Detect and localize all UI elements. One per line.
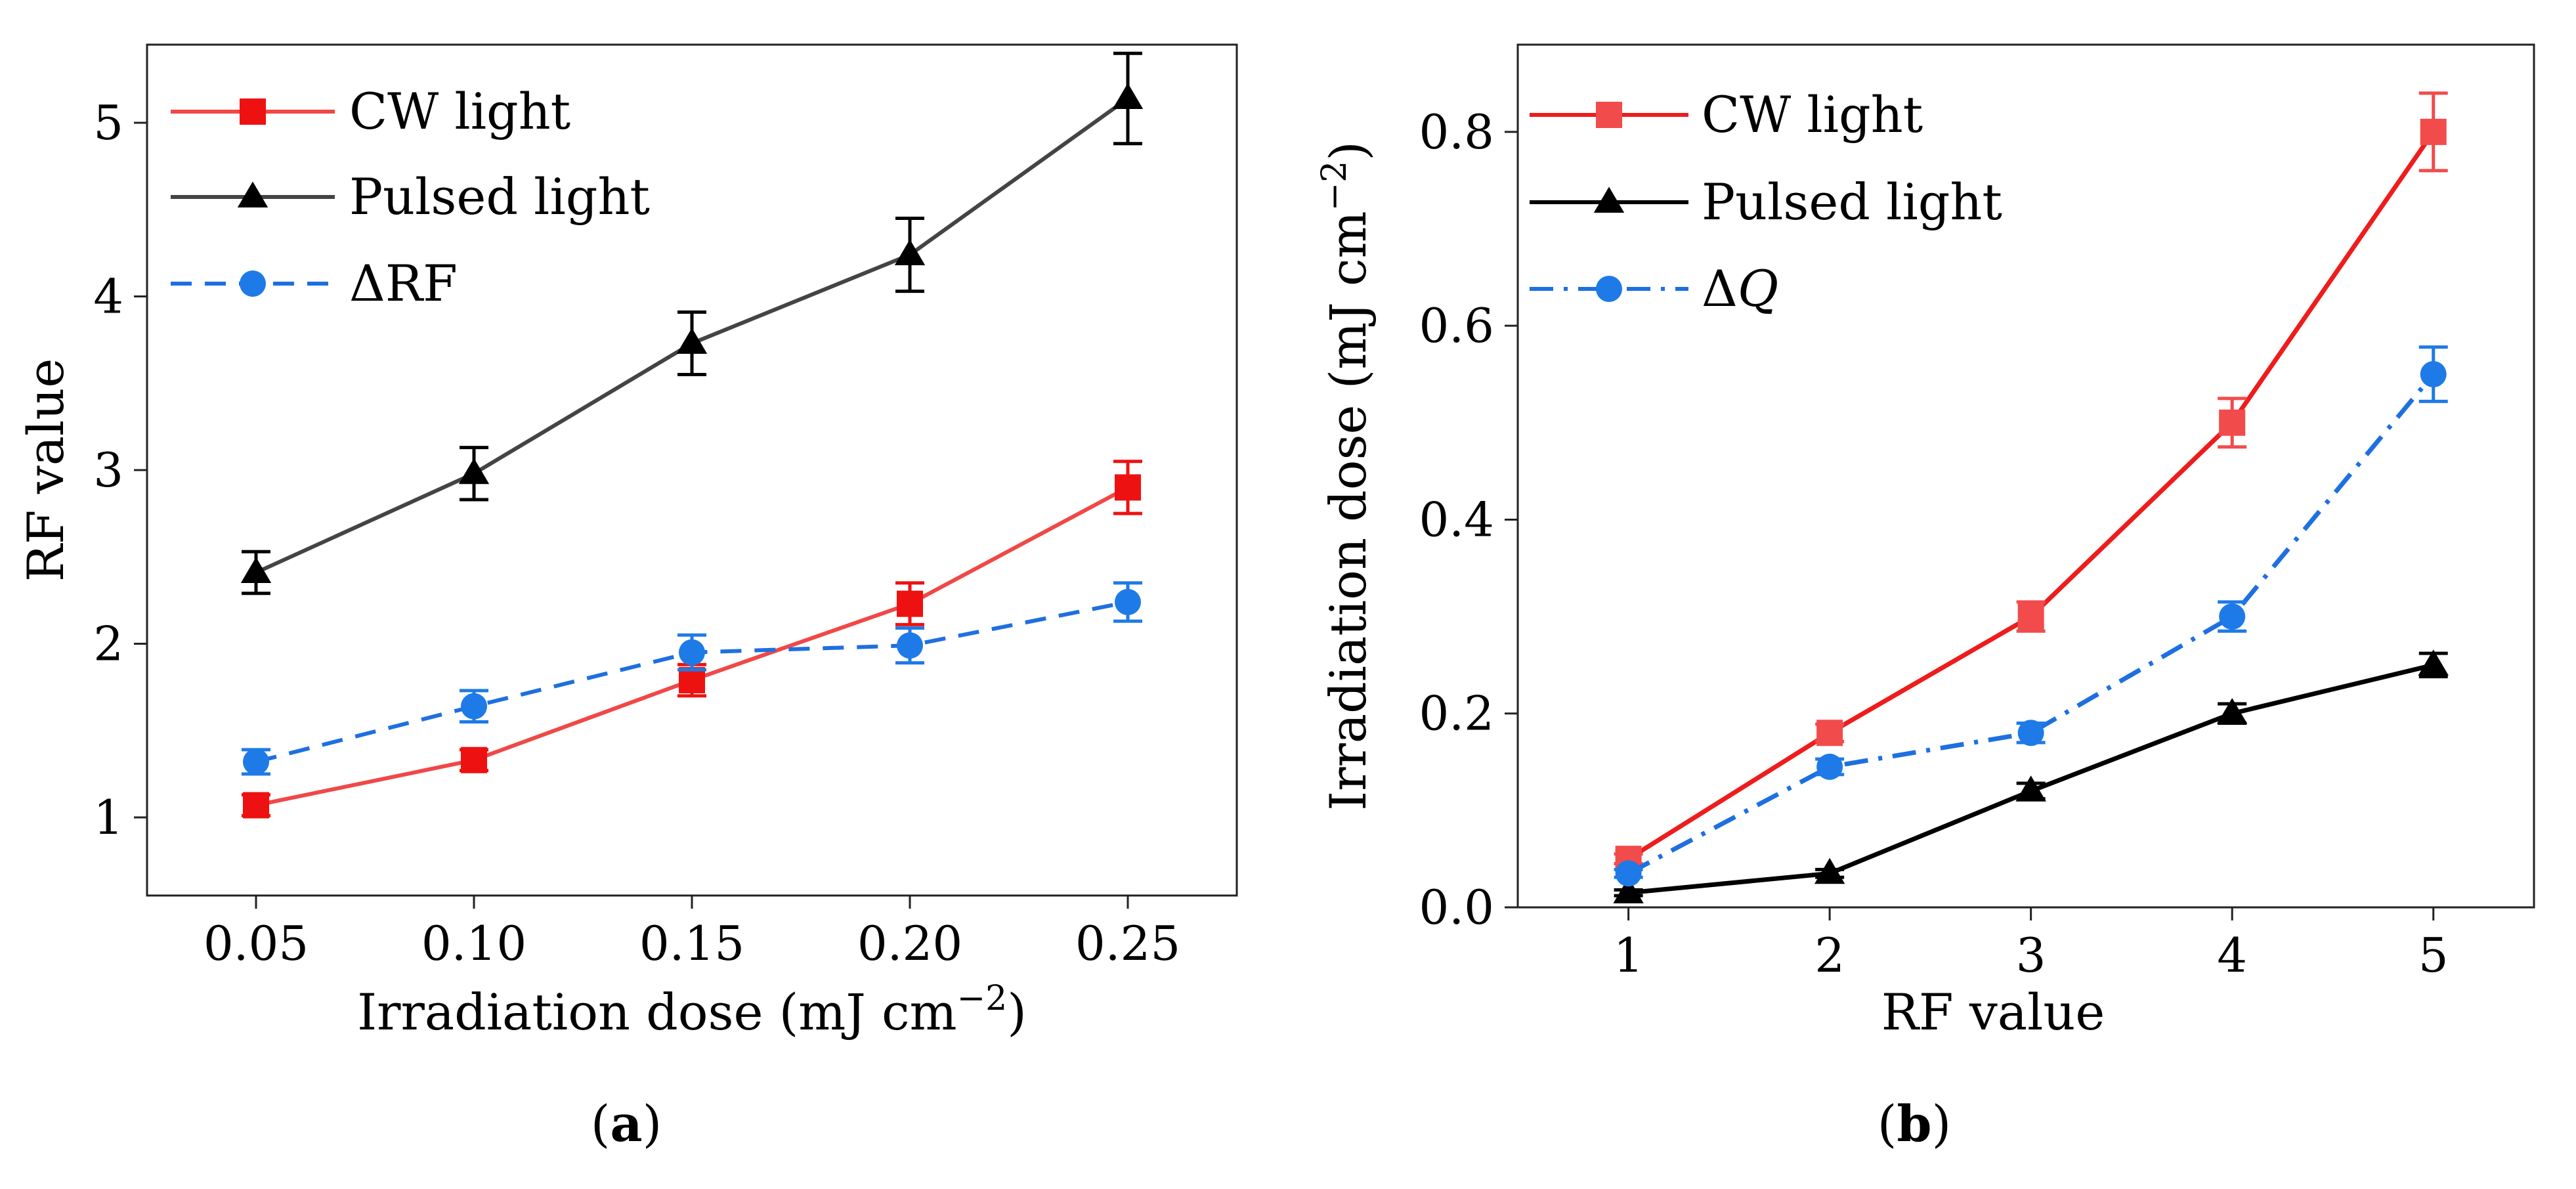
data-point-cw-light	[1816, 720, 1843, 746]
data-point-cw-light	[679, 667, 705, 694]
y-tick-label: 2	[93, 616, 123, 671]
y-ticks-b: 0.0 0.2 0.4 0.6 0.8	[1419, 104, 1518, 935]
y-tick-label: 0.6	[1419, 298, 1494, 353]
data-point-pulsed-light	[676, 328, 708, 354]
data-point-delta-rf	[679, 639, 705, 666]
data-point-delta-rf	[461, 693, 487, 720]
legend-label-pulsed-light: Pulsed light	[349, 167, 650, 226]
series-group-a	[240, 51, 1144, 819]
legend-entry-delta-q: ΔQ	[1530, 259, 1778, 318]
legend-label-delta-rf: ΔRF	[349, 254, 458, 313]
data-point-pulsed-light	[2216, 698, 2248, 724]
x-tick-label: 0.15	[639, 916, 744, 971]
data-point-cw-light	[461, 746, 487, 773]
legend-marker-cw-light	[1596, 102, 1622, 128]
series-pulsed-light	[240, 51, 1144, 595]
y-axis-title-b: Irradiation dose (mJ cm−2)	[1315, 141, 1377, 811]
y-tick-label: 0.8	[1419, 104, 1494, 160]
legend-label-cw-light: CW light	[349, 82, 570, 141]
data-point-delta-rf	[897, 632, 923, 659]
y-tick-label: 0.0	[1419, 880, 1494, 935]
legend-label-delta-q: ΔQ	[1702, 259, 1778, 318]
series-delta-q	[1614, 345, 2448, 887]
data-point-cw-light	[243, 792, 269, 819]
x-axis-title-b: RF value	[1881, 983, 2105, 1041]
x-ticks-a: 0.05 0.10 0.15 0.20 0.25	[204, 896, 1180, 971]
data-point-cw-light	[1115, 474, 1141, 501]
x-tick-label: 5	[2418, 928, 2449, 983]
y-tick-label: 1	[93, 790, 123, 845]
legend-entry-pulsed-light-b: Pulsed light	[1530, 173, 2002, 231]
data-point-delta-q	[1615, 860, 1642, 887]
series-cw-light	[242, 460, 1142, 819]
x-axis-title-a: Irradiation dose (mJ cm−2)	[357, 979, 1027, 1041]
series-group-b	[1613, 91, 2449, 903]
x-ticks-b: 1 2 3 4 5	[1614, 907, 2449, 983]
y-axis-title-a: RF value	[16, 358, 75, 582]
legend-entry-pulsed-light: Pulsed light	[171, 167, 650, 226]
data-point-delta-rf	[1115, 589, 1141, 616]
data-point-pulsed-light	[894, 239, 926, 265]
legend-label-pulsed-light-b: Pulsed light	[1702, 173, 2002, 231]
data-point-pulsed-light	[1112, 83, 1144, 109]
plot-frame-a	[146, 43, 1238, 897]
data-point-pulsed-light	[2015, 775, 2046, 802]
data-point-cw-light	[2420, 118, 2447, 145]
y-tick-label: 3	[93, 443, 123, 498]
y-tick-label: 4	[93, 269, 123, 324]
data-point-cw-light	[2219, 409, 2246, 436]
series-delta-rf	[242, 581, 1142, 776]
legend-b: CW light Pulsed light ΔQ	[1530, 85, 2002, 318]
x-tick-label: 0.05	[204, 916, 309, 971]
x-tick-label: 0.20	[857, 916, 962, 971]
data-point-delta-q	[2420, 360, 2447, 387]
data-point-delta-q	[2017, 720, 2044, 746]
x-tick-label: 0.10	[421, 916, 526, 971]
x-tick-label: 1	[1614, 928, 1644, 983]
series-pulsed-light	[1613, 649, 2449, 903]
y-ticks-a: 1 2 3 4 5	[93, 95, 147, 845]
data-point-pulsed-light	[2418, 649, 2449, 676]
y-tick-label: 0.4	[1419, 492, 1494, 547]
legend-marker-pulsed-light	[1593, 186, 1625, 213]
x-tick-label: 3	[2016, 928, 2046, 983]
data-point-pulsed-light	[1613, 877, 1644, 903]
legend-label-cw-light-b: CW light	[1702, 85, 1923, 144]
plot-frame-b	[1516, 43, 2535, 909]
data-point-delta-q	[1816, 753, 1843, 780]
legend-entry-cw-light-b: CW light	[1530, 85, 1923, 144]
legend-marker-delta-rf	[240, 270, 266, 297]
legend-entry-cw-light: CW light	[171, 82, 570, 141]
y-tick-label: 0.2	[1419, 686, 1494, 741]
chart-panel-a: 0.05 0.10 0.15 0.20 0.25 1 2 3 4 5 CW light Puls…	[16, 43, 1238, 1153]
series-cw-light	[1614, 91, 2448, 873]
x-tick-label: 4	[2217, 928, 2247, 983]
data-point-cw-light	[2017, 603, 2044, 630]
data-point-pulsed-light	[458, 458, 490, 485]
panel-caption-a: (a)	[591, 1094, 662, 1153]
legend-marker-pulsed-light	[237, 181, 268, 207]
data-point-pulsed-light	[1814, 857, 1845, 884]
panel-caption-b: (b)	[1878, 1094, 1951, 1153]
series-line-cw-light	[1627, 130, 2436, 861]
chart-panel-b: 1 2 3 4 5 0.0 0.2 0.4 0.6 0.8 CW light Pulsed li…	[1315, 43, 2535, 1153]
x-tick-label: 2	[1814, 928, 1845, 983]
data-point-delta-rf	[243, 748, 269, 775]
series-line-delta-q	[1627, 372, 2436, 876]
legend-marker-delta-q	[1596, 276, 1622, 302]
legend-a: CW light Pulsed light ΔRF	[171, 82, 650, 313]
legend-marker-cw-light	[240, 98, 266, 125]
y-tick-label: 5	[93, 95, 123, 150]
legend-entry-delta-rf: ΔRF	[171, 254, 458, 313]
x-tick-label: 0.25	[1075, 916, 1180, 971]
data-point-pulsed-light	[240, 557, 272, 584]
data-point-cw-light	[897, 590, 923, 617]
data-point-delta-q	[2219, 603, 2246, 630]
